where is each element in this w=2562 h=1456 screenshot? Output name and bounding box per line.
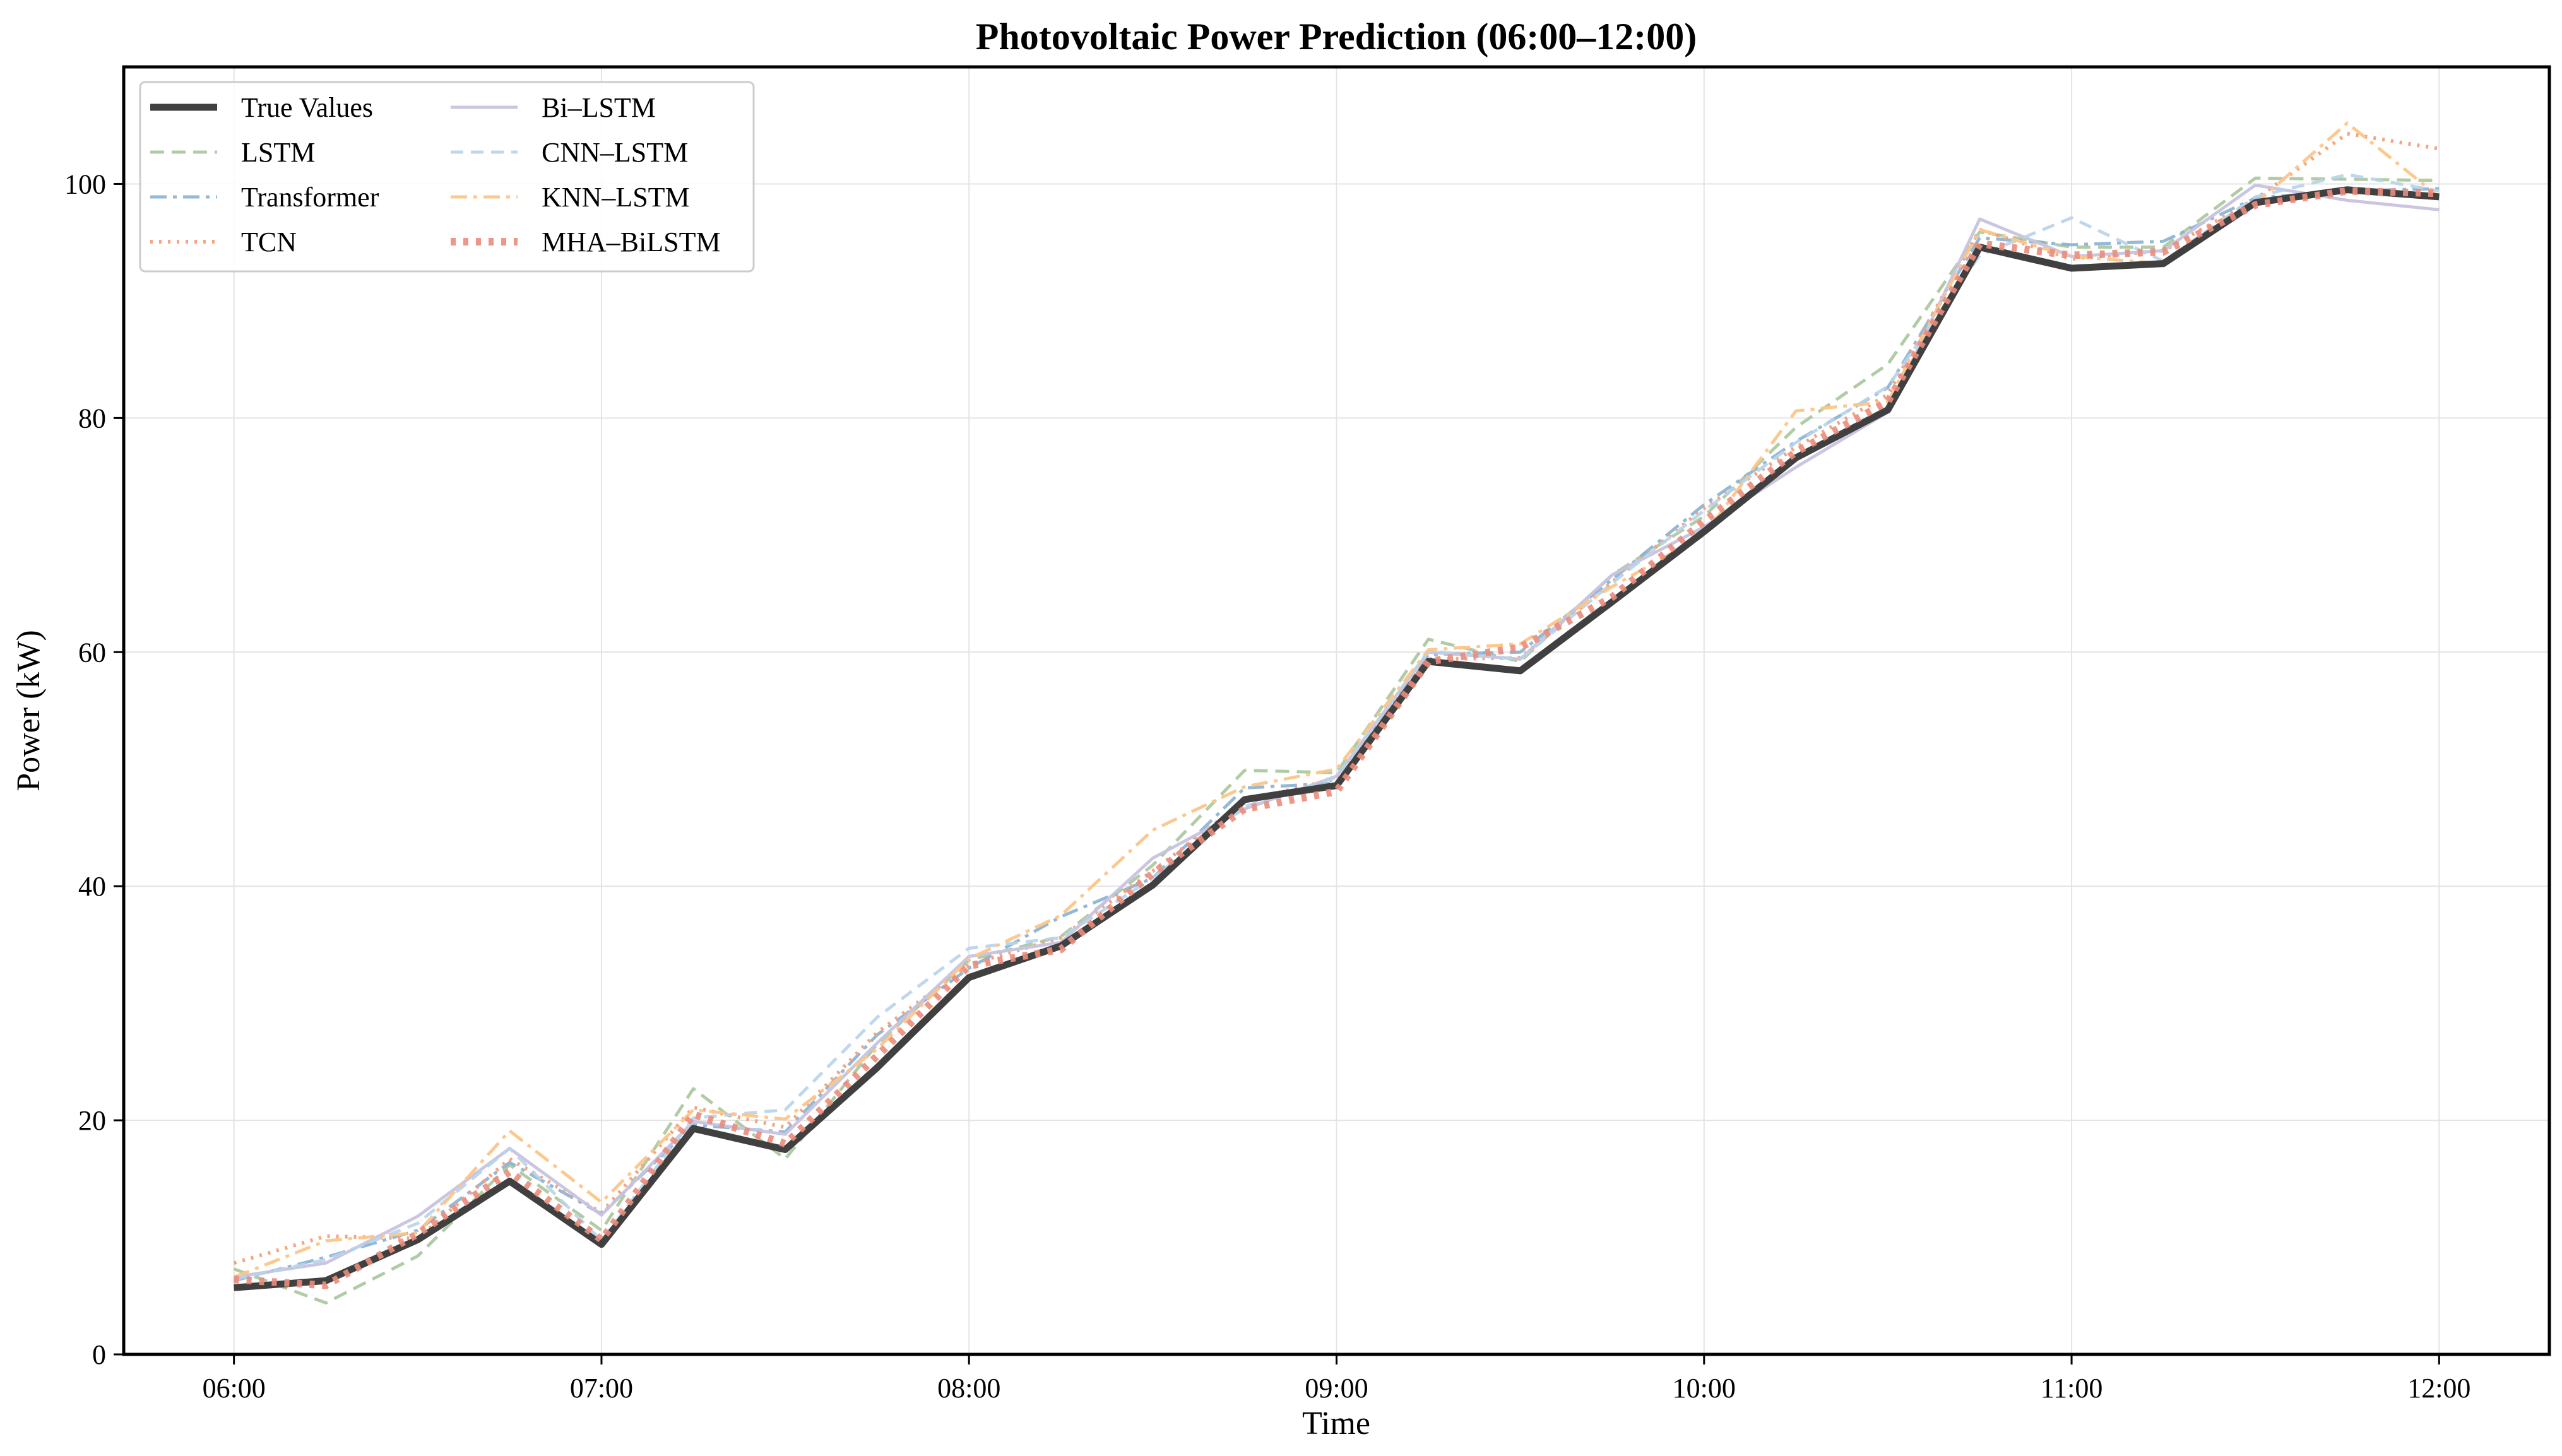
y-tick-label: 60	[78, 637, 106, 668]
x-tick-label: 06:00	[203, 1373, 266, 1404]
y-tick-label: 100	[64, 169, 106, 199]
y-tick-label: 0	[92, 1339, 106, 1370]
y-axis-label: Power (kW)	[11, 630, 47, 791]
y-tick-label: 40	[78, 871, 106, 902]
legend-label: CNN–LSTM	[542, 137, 688, 168]
x-tick-label: 11:00	[2041, 1373, 2103, 1404]
x-axis-ticks: 06:00 07:00 08:00 09:00 10:00 11:00 12:00	[203, 1354, 2470, 1404]
legend-box	[139, 81, 755, 273]
y-tick-label: 20	[78, 1105, 106, 1136]
legend-label: Bi–LSTM	[542, 92, 656, 123]
legend-label: TCN	[241, 227, 297, 257]
series-line-3	[233, 131, 2440, 1265]
x-tick-label: 12:00	[2407, 1373, 2470, 1404]
y-tick-label: 80	[78, 403, 106, 434]
x-tick-label: 08:00	[937, 1373, 1000, 1404]
series-line-4	[234, 183, 2440, 1279]
series-line-5	[234, 173, 2440, 1281]
legend-label: MHA–BiLSTM	[542, 227, 721, 257]
x-axis-label: Time	[1302, 1406, 1370, 1441]
x-tick-label: 07:00	[570, 1373, 633, 1404]
legend-label: Transformer	[241, 182, 379, 213]
legend-label: LSTM	[241, 137, 315, 168]
chart-title: Photovoltaic Power Prediction (06:00–12:…	[976, 16, 1697, 57]
y-axis-ticks: 0 20 40 60 80 100	[64, 169, 124, 1370]
x-tick-label: 10:00	[1673, 1373, 1736, 1404]
legend: True Values LSTM Transformer TCN Bi–LSTM CNN–…	[139, 81, 755, 273]
series-lines	[233, 121, 2440, 1305]
x-tick-label: 09:00	[1305, 1373, 1368, 1404]
legend-label: True Values	[241, 92, 373, 123]
legend-label: KNN–LSTM	[542, 182, 690, 213]
